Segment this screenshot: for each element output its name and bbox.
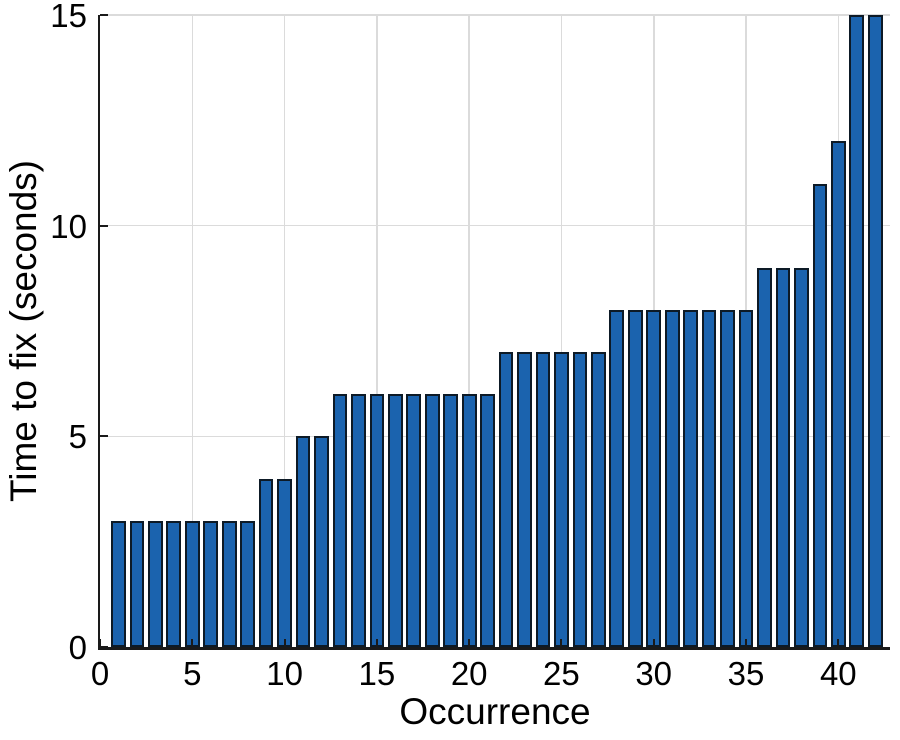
gridline-horizontal-10: [100, 224, 890, 227]
x-tick-label-15: 15: [358, 655, 396, 692]
y-tick-label-15: 15: [50, 0, 87, 35]
bar-1: [111, 520, 126, 647]
bar-42: [867, 15, 883, 647]
bar-5: [184, 520, 200, 647]
bar-36: [757, 267, 772, 647]
bar-20: [461, 394, 477, 647]
bar-6: [203, 520, 219, 647]
bar-19: [443, 394, 459, 647]
x-tick-25: [560, 639, 563, 647]
bar-32: [683, 309, 699, 647]
x-tick-15: [375, 639, 378, 647]
bar-35: [738, 309, 754, 647]
bar-3: [148, 520, 163, 647]
gridline-vertical-15: [376, 15, 378, 647]
bar-11: [295, 436, 311, 647]
bar-7: [221, 520, 237, 647]
x-tick-label-0: 0: [90, 655, 110, 692]
bar-34: [720, 309, 735, 647]
gridline-horizontal-15: [100, 14, 890, 16]
bar-40: [830, 141, 846, 647]
bar-39: [812, 183, 828, 647]
bar-14: [351, 394, 366, 647]
bar-12: [314, 436, 329, 647]
x-tick-40: [837, 639, 840, 647]
x-tick-label-40: 40: [819, 655, 857, 692]
bar-28: [609, 309, 625, 647]
bar-31: [664, 309, 680, 647]
y-tick-label-10: 10: [50, 207, 87, 245]
bar-22: [498, 352, 514, 647]
x-tick-label-5: 5: [183, 655, 202, 692]
x-axis-label: Occurrence: [399, 691, 591, 732]
bar-10: [277, 478, 292, 647]
x-tick-label-25: 25: [543, 655, 580, 692]
bar-41: [849, 15, 865, 647]
y-tick-10: [100, 224, 108, 227]
bar-18: [424, 394, 440, 647]
y-tick-0: [100, 646, 108, 648]
gridline-vertical-20: [468, 15, 470, 647]
gridline-vertical-5: [191, 15, 193, 647]
bar-26: [572, 352, 588, 647]
x-tick-label-20: 20: [450, 655, 488, 692]
bar-25: [554, 352, 569, 647]
y-tick-label-0: 0: [68, 629, 87, 667]
x-tick-35: [745, 639, 747, 647]
x-tick-20: [468, 639, 471, 647]
x-axis-line: [97, 647, 890, 650]
bar-13: [332, 394, 348, 647]
bar-2: [129, 520, 145, 647]
bar-24: [535, 352, 551, 647]
y-axis-line: [97, 15, 100, 650]
bar-9: [258, 478, 274, 647]
gridline-horizontal-5: [100, 435, 890, 438]
bar-30: [646, 309, 662, 647]
bar-4: [166, 520, 182, 647]
x-tick-30: [652, 639, 655, 647]
gridline-vertical-25: [560, 15, 563, 647]
bar-37: [775, 267, 791, 647]
bar-15: [369, 394, 385, 647]
x-tick-10: [283, 639, 286, 647]
y-tick-label-5: 5: [68, 418, 87, 456]
bar-38: [794, 267, 809, 647]
y-tick-15: [100, 14, 108, 16]
bar-21: [480, 394, 495, 647]
bar-27: [591, 352, 606, 647]
x-tick-0: [99, 639, 101, 647]
x-tick-label-35: 35: [727, 655, 765, 692]
x-tick-label-30: 30: [635, 655, 673, 692]
bar-23: [517, 352, 532, 647]
bar-29: [627, 309, 643, 647]
bar-17: [406, 394, 422, 647]
x-tick-label-10: 10: [266, 655, 303, 692]
gridline-vertical-10: [283, 15, 286, 647]
bar-8: [240, 520, 256, 647]
x-tick-5: [191, 639, 194, 647]
y-tick-5: [100, 435, 108, 438]
bar-33: [701, 309, 717, 647]
bar-16: [387, 394, 403, 647]
